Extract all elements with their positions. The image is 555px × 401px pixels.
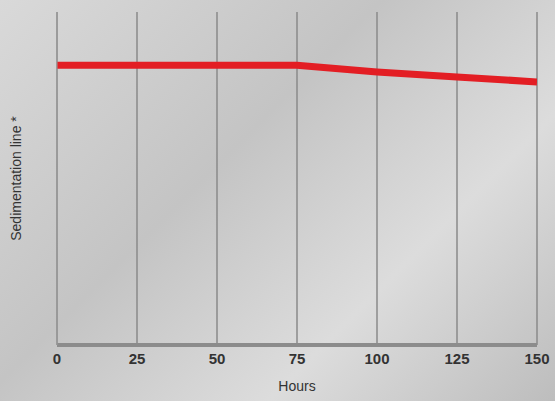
svg-text:100: 100 (364, 350, 389, 367)
svg-text:Hours: Hours (278, 378, 315, 394)
svg-text:0: 0 (53, 350, 61, 367)
svg-text:50: 50 (209, 350, 226, 367)
svg-text:125: 125 (444, 350, 469, 367)
svg-text:25: 25 (129, 350, 146, 367)
svg-text:150: 150 (524, 350, 549, 367)
svg-text:75: 75 (289, 350, 306, 367)
svg-text:Sedimentation line *: Sedimentation line * (8, 116, 24, 241)
